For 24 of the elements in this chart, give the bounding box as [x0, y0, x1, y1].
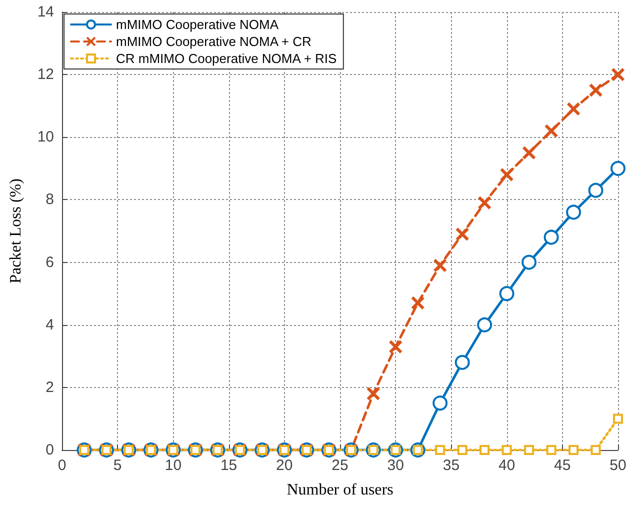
y-tick-label: 0: [46, 442, 54, 458]
legend-label: mMIMO Cooperative NOMA: [116, 17, 279, 32]
y-tick-label: 6: [46, 254, 54, 271]
y-tick-label: 4: [46, 316, 54, 334]
x-axis-title: Number of users: [286, 482, 394, 498]
x-tick-label: 50: [610, 457, 626, 474]
x-tick-label: 10: [164, 457, 182, 474]
x-tick-label: 40: [498, 457, 516, 474]
y-tick-label: 12: [37, 66, 54, 84]
x-tick-label: 25: [332, 457, 348, 474]
x-tick-label: 20: [276, 457, 293, 474]
y-tick-label: 10: [37, 128, 54, 146]
x-tick-label: 30: [387, 457, 404, 474]
y-tick-label: 2: [46, 378, 54, 396]
legend-label: CR mMIMO Cooperative NOMA + RIS: [116, 51, 338, 66]
y-tick-label: 14: [37, 4, 54, 20]
x-tick-label: 45: [554, 457, 571, 474]
y-tick-label: 8: [46, 191, 54, 208]
x-tick-label: 5: [113, 457, 122, 474]
x-tick-label: 0: [58, 457, 66, 474]
y-axis-title: Packet Loss (%): [8, 178, 24, 284]
legend-label: mMIMO Cooperative NOMA + CR: [116, 34, 312, 49]
x-tick-label: 35: [442, 457, 460, 474]
x-tick-label: 15: [220, 457, 238, 474]
